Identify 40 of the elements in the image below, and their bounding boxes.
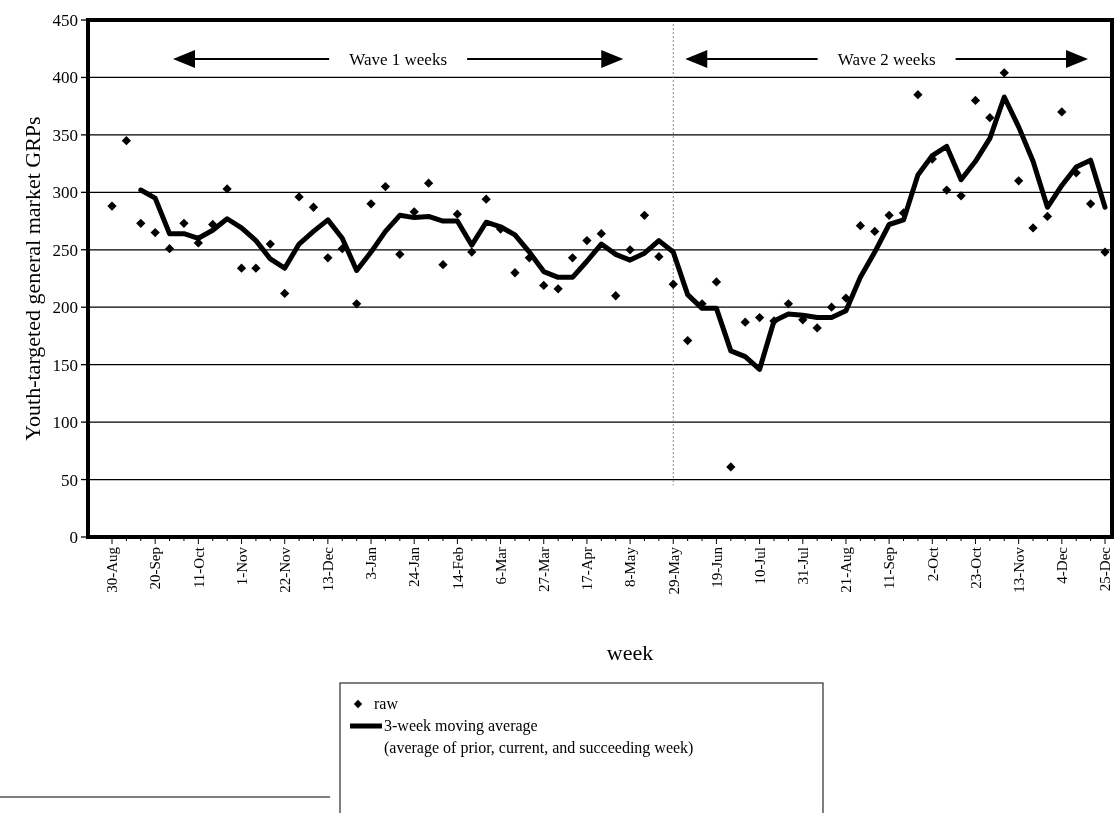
y-tick-label: 400 xyxy=(52,68,78,88)
x-tick-label: 24-Jan xyxy=(406,546,423,587)
annotation: Wave 2 weeks xyxy=(837,50,936,69)
x-tick-label: 25-Dec xyxy=(1097,546,1114,592)
legend-label: 3-week moving average (average of prior, current, and succeeding week) xyxy=(384,717,694,757)
x-tick-label: 2-Oct xyxy=(924,546,941,582)
x-tick-label: 6-Mar xyxy=(492,547,509,585)
y-tick-label: 100 xyxy=(52,413,78,433)
x-tick-label: 10-Jul xyxy=(751,547,768,585)
x-tick-label: 1-Nov xyxy=(233,546,250,586)
x-tick-label: 22-Nov xyxy=(276,546,293,593)
x-tick-label: 13-Nov xyxy=(1010,546,1027,593)
y-tick-label: 50 xyxy=(61,470,78,490)
x-axis-title: week xyxy=(606,640,654,665)
y-tick-label: 250 xyxy=(52,240,78,260)
x-tick-label: 27-Mar xyxy=(535,547,552,592)
x-tick-label: 11-Oct xyxy=(190,546,207,589)
annotation: Wave 1 weeks xyxy=(349,50,448,69)
x-tick-label: 8-May xyxy=(622,546,639,587)
x-tick-label: 19-Jun xyxy=(708,546,725,588)
x-tick-label: 17-Apr xyxy=(579,547,596,591)
y-axis-title: Youth-targeted general market GRPs xyxy=(20,116,45,441)
y-tick-label: 350 xyxy=(52,125,78,145)
legend-label: raw xyxy=(374,695,399,712)
y-tick-label: 0 xyxy=(69,527,78,547)
x-tick-label: 13-Dec xyxy=(320,546,337,592)
x-tick-label: 14-Feb xyxy=(449,547,466,590)
x-tick-label: 20-Sep xyxy=(147,547,164,590)
y-tick-label: 200 xyxy=(52,298,78,318)
x-tick-label: 31-Jul xyxy=(795,547,812,585)
y-tick-label: 300 xyxy=(52,183,78,203)
y-tick-label: 150 xyxy=(52,355,78,375)
x-tick-label: 23-Oct xyxy=(967,546,984,589)
x-tick-label: 4-Dec xyxy=(1054,546,1071,584)
x-tick-label: 11-Sep xyxy=(881,547,898,589)
x-tick-label: 29-May xyxy=(665,546,682,595)
x-tick-label: 3-Jan xyxy=(363,546,380,580)
x-tick-label: 21-Aug xyxy=(838,546,855,593)
y-tick-label: 450 xyxy=(52,10,78,30)
x-tick-label: 30-Aug xyxy=(104,546,121,593)
